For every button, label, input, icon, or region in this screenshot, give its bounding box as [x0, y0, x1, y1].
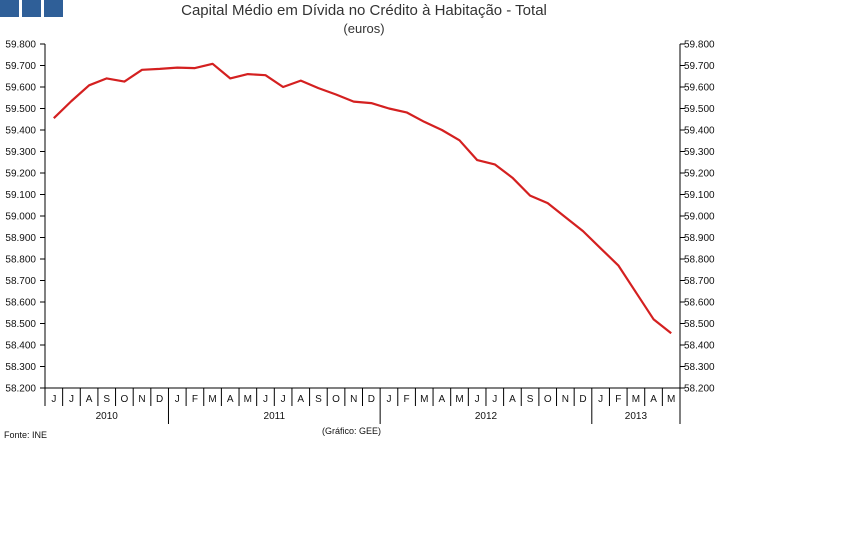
month-label: J	[492, 394, 497, 405]
month-label: J	[69, 394, 74, 405]
month-label: A	[650, 394, 657, 405]
month-label: O	[120, 394, 128, 405]
y-tick-label-left: 59.600	[5, 83, 36, 94]
y-tick-label-left: 58.200	[5, 384, 36, 395]
y-tick-label-left: 58.800	[5, 255, 36, 266]
y-tick-label-left: 59.500	[5, 104, 36, 115]
y-tick-label-right: 59.600	[684, 83, 715, 94]
y-tick-label-left: 58.500	[5, 319, 36, 330]
credit-note: (Gráfico: GEE)	[322, 426, 382, 436]
month-label: J	[598, 394, 603, 405]
y-tick-label-right: 58.800	[684, 255, 715, 266]
y-tick-label-left: 59.000	[5, 212, 36, 223]
year-label: 2012	[475, 411, 498, 422]
month-label: N	[138, 394, 145, 405]
month-label: F	[404, 394, 410, 405]
month-label: J	[475, 394, 480, 405]
chart-subtitle: (euros)	[343, 21, 385, 36]
y-tick-label-left: 58.900	[5, 233, 36, 244]
month-label: M	[420, 394, 428, 405]
chart-title: Capital Médio em Dívida no Crédito à Hab…	[181, 2, 547, 19]
brand-logo	[0, 0, 63, 17]
month-label: D	[579, 394, 586, 405]
series-line	[53, 62, 672, 335]
y-tick-label-right: 58.200	[684, 384, 715, 395]
logo-block	[0, 0, 19, 17]
y-tick-label-right: 58.700	[684, 276, 715, 287]
y-tick-label-left: 59.100	[5, 190, 36, 201]
y-tick-label-right: 59.400	[684, 126, 715, 137]
y-tick-label-right: 59.500	[684, 104, 715, 115]
month-label: O	[332, 394, 340, 405]
month-label: M	[455, 394, 463, 405]
y-tick-label-right: 59.300	[684, 147, 715, 158]
month-label: M	[244, 394, 252, 405]
month-label: D	[156, 394, 163, 405]
y-tick-label-left: 59.400	[5, 126, 36, 137]
month-label: N	[562, 394, 569, 405]
source-note: Fonte: INE	[4, 430, 48, 440]
y-tick-label-right: 58.600	[684, 298, 715, 309]
y-tick-label-right: 59.100	[684, 190, 715, 201]
y-tick-label-left: 58.600	[5, 298, 36, 309]
y-tick-label-left: 59.300	[5, 147, 36, 158]
month-label: A	[439, 394, 446, 405]
year-label: 2013	[625, 411, 648, 422]
month-label: J	[281, 394, 286, 405]
month-label: F	[615, 394, 621, 405]
month-label: J	[263, 394, 268, 405]
y-tick-label-right: 59.800	[684, 40, 715, 51]
month-label: A	[297, 394, 304, 405]
month-label: S	[103, 394, 110, 405]
y-tick-label-right: 58.400	[684, 341, 715, 352]
y-tick-label-left: 59.700	[5, 61, 36, 72]
y-tick-label-right: 58.900	[684, 233, 715, 244]
month-label: A	[509, 394, 516, 405]
month-label: S	[527, 394, 534, 405]
y-tick-label-left: 58.700	[5, 276, 36, 287]
logo-block	[44, 0, 63, 17]
y-tick-label-left: 58.400	[5, 341, 36, 352]
y-tick-label-right: 59.000	[684, 212, 715, 223]
month-label: A	[86, 394, 93, 405]
month-label: N	[350, 394, 357, 405]
month-label: A	[227, 394, 234, 405]
year-label: 2011	[264, 411, 286, 422]
month-label: D	[368, 394, 375, 405]
y-tick-label-left: 59.800	[5, 40, 36, 51]
y-tick-label-left: 59.200	[5, 169, 36, 180]
month-label: O	[544, 394, 552, 405]
y-tick-label-right: 59.700	[684, 61, 715, 72]
month-label: J	[51, 394, 56, 405]
month-label: J	[386, 394, 391, 405]
month-label: M	[208, 394, 216, 405]
month-label: S	[315, 394, 322, 405]
y-tick-label-right: 58.500	[684, 319, 715, 330]
y-tick-label-right: 59.200	[684, 169, 715, 180]
y-tick-label-left: 58.300	[5, 362, 36, 373]
month-label: M	[667, 394, 675, 405]
logo-block	[22, 0, 41, 17]
month-label: M	[632, 394, 640, 405]
year-label: 2010	[96, 411, 119, 422]
month-label: F	[192, 394, 198, 405]
y-tick-label-right: 58.300	[684, 362, 715, 373]
month-label: J	[175, 394, 180, 405]
